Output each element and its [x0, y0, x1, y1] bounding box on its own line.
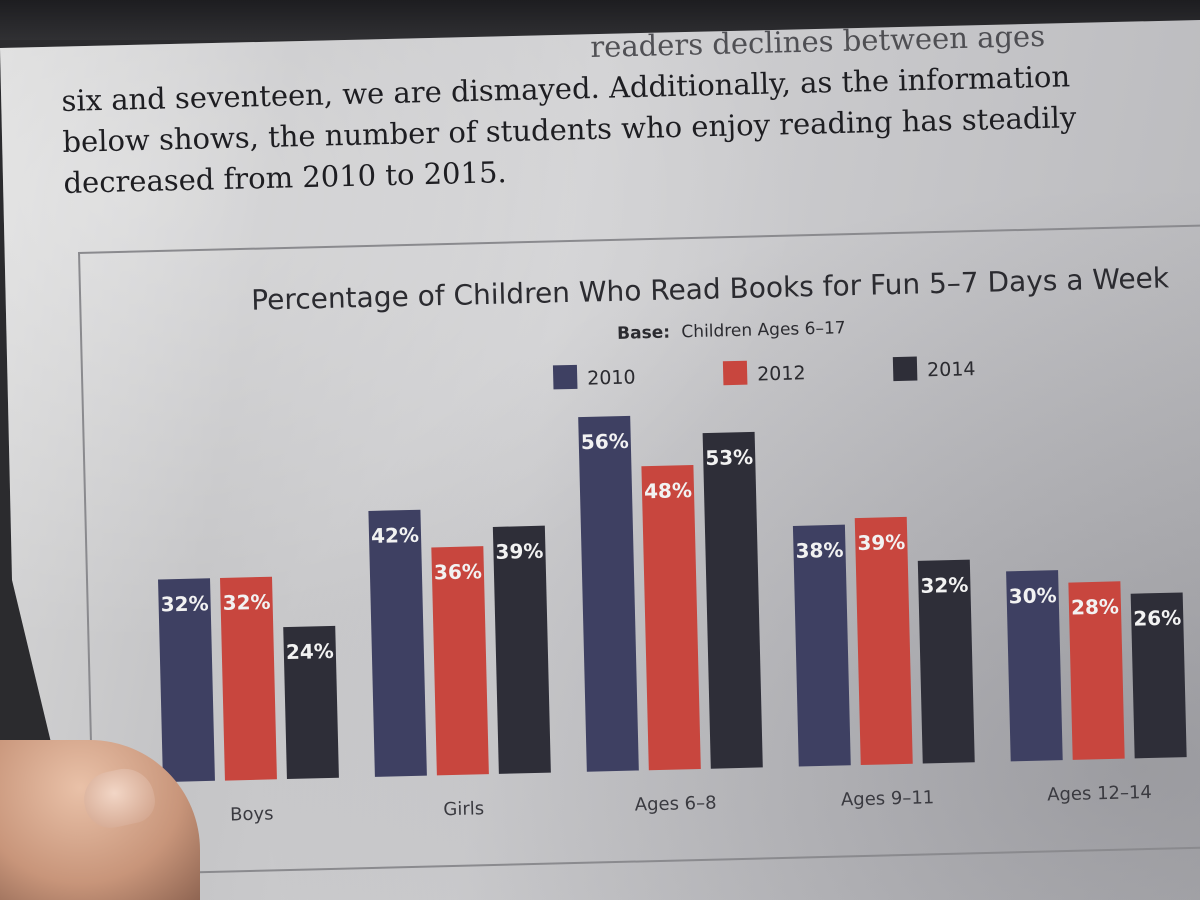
chart-frame: Percentage of Children Who Read Books fo… [78, 223, 1200, 876]
x-tick-label-1: Boys [230, 803, 274, 825]
data-label-2010-3: 56% [581, 429, 629, 454]
bar-2012-2 [431, 546, 489, 776]
bar-2014-3 [702, 431, 763, 769]
chart-subtitle: Base: Children Ages 6–17 [617, 318, 846, 344]
data-label-2012-2: 36% [434, 559, 482, 584]
data-label-2014-5: 26% [1133, 605, 1181, 630]
data-label-2012-1: 32% [222, 590, 270, 615]
legend-swatch-2014 [892, 356, 918, 382]
legend-label-2014: 2014 [927, 358, 976, 381]
bar-2010-2 [368, 509, 427, 777]
data-label-2012-4: 39% [857, 530, 905, 555]
legend-label-2012: 2012 [757, 362, 806, 385]
bar-group: 32% 32% 24% 42% 36% 39% 56% 48% 53% 38% 39% 32% 30% 2… [158, 415, 1187, 783]
bar-2014-1 [283, 625, 339, 780]
x-tick-label-3: Ages 6–8 [635, 793, 717, 816]
legend-label-2010: 2010 [587, 366, 636, 389]
data-label-2014-1: 24% [286, 639, 334, 664]
data-label-2012-3: 48% [644, 478, 692, 503]
data-label-2014-4: 32% [920, 573, 968, 598]
data-label-2014-3: 53% [705, 445, 753, 470]
bar-2010-3 [578, 415, 639, 772]
bar-2012-4 [854, 516, 913, 766]
x-tick-label-4: Ages 9–11 [841, 787, 935, 810]
bar-2012-1 [220, 576, 277, 781]
bar-2012-3 [641, 465, 701, 771]
bar-2012-5 [1068, 581, 1125, 760]
subtitle-text: Children Ages 6–17 [681, 318, 846, 342]
data-label-2010-5: 30% [1008, 583, 1056, 608]
legend-swatch-2012 [722, 360, 748, 386]
paper-sheet: readers declines between ages six and se… [0, 20, 1200, 900]
data-label-2010-2: 42% [371, 523, 419, 548]
data-label-2012-5: 28% [1071, 594, 1119, 619]
bar-2014-5 [1130, 592, 1187, 759]
bar-2014-2 [492, 525, 551, 774]
x-axis-labels: Boys Girls Ages 6–8 Ages 9–11 Ages 12–14 [230, 782, 1152, 826]
chart-legend: 2010 2012 2014 [552, 356, 976, 390]
chart-title: Percentage of Children Who Read Books fo… [251, 261, 1170, 316]
data-label-2010-1: 32% [160, 591, 208, 616]
data-label-2010-4: 38% [795, 538, 843, 563]
x-tick-label-2: Girls [443, 798, 484, 820]
bar-2010-1 [158, 578, 215, 783]
subtitle-label: Base: [617, 323, 670, 344]
data-label-2014-2: 39% [495, 539, 543, 564]
body-paragraph: readers declines between ages six and se… [60, 20, 1077, 204]
bar-chart: Percentage of Children Who Read Books fo… [158, 261, 1187, 826]
bar-2010-4 [792, 524, 851, 767]
x-tick-label-5: Ages 12–14 [1047, 782, 1152, 806]
bar-2010-5 [1006, 570, 1063, 762]
legend-swatch-2010 [552, 364, 578, 390]
bar-2014-4 [917, 559, 975, 764]
